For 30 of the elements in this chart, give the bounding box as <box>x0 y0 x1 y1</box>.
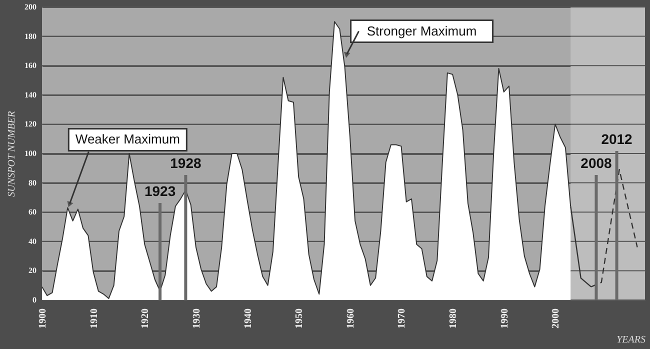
y-tick-label: 180 <box>24 32 36 41</box>
y-tick-label: 100 <box>24 149 36 158</box>
x-tick-label: 1950 <box>294 308 306 328</box>
ref-line-label: 1923 <box>144 183 176 199</box>
x-axis-title: YEARS <box>616 334 646 346</box>
x-tick-label: 2000 <box>550 308 562 328</box>
x-tick-label: 1930 <box>191 308 202 328</box>
y-tick-label: 120 <box>24 120 36 129</box>
annotation: Weaker Maximum <box>75 132 180 147</box>
x-tick-label: 1940 <box>242 308 254 328</box>
y-tick-label: 80 <box>28 178 36 188</box>
y-tick-label: 200 <box>24 2 36 12</box>
y-tick-label: 60 <box>28 208 36 217</box>
y-tick-label: 40 <box>28 236 36 246</box>
ref-line-label: 2012 <box>601 131 633 147</box>
x-tick-label: 1990 <box>499 308 510 328</box>
y-tick-label: 160 <box>24 61 36 70</box>
ref-line-label: 2008 <box>580 155 612 171</box>
x-tick-label: 1900 <box>38 308 48 328</box>
x-tick-label: 1980 <box>448 308 460 328</box>
y-axis-title: SUNSPOT NUMBER <box>6 111 18 197</box>
y-tick-label: 0 <box>32 296 36 304</box>
annotation: Stronger Maximum <box>366 23 477 38</box>
y-tick-label: 140 <box>24 90 36 100</box>
ref-line-label: 1928 <box>170 155 202 171</box>
x-tick-label: 1920 <box>140 308 152 328</box>
y-tick-label: 20 <box>28 266 36 276</box>
x-tick-label: 1960 <box>345 308 356 328</box>
x-tick-label: 1970 <box>396 308 408 328</box>
x-tick-label: 1910 <box>88 308 100 328</box>
